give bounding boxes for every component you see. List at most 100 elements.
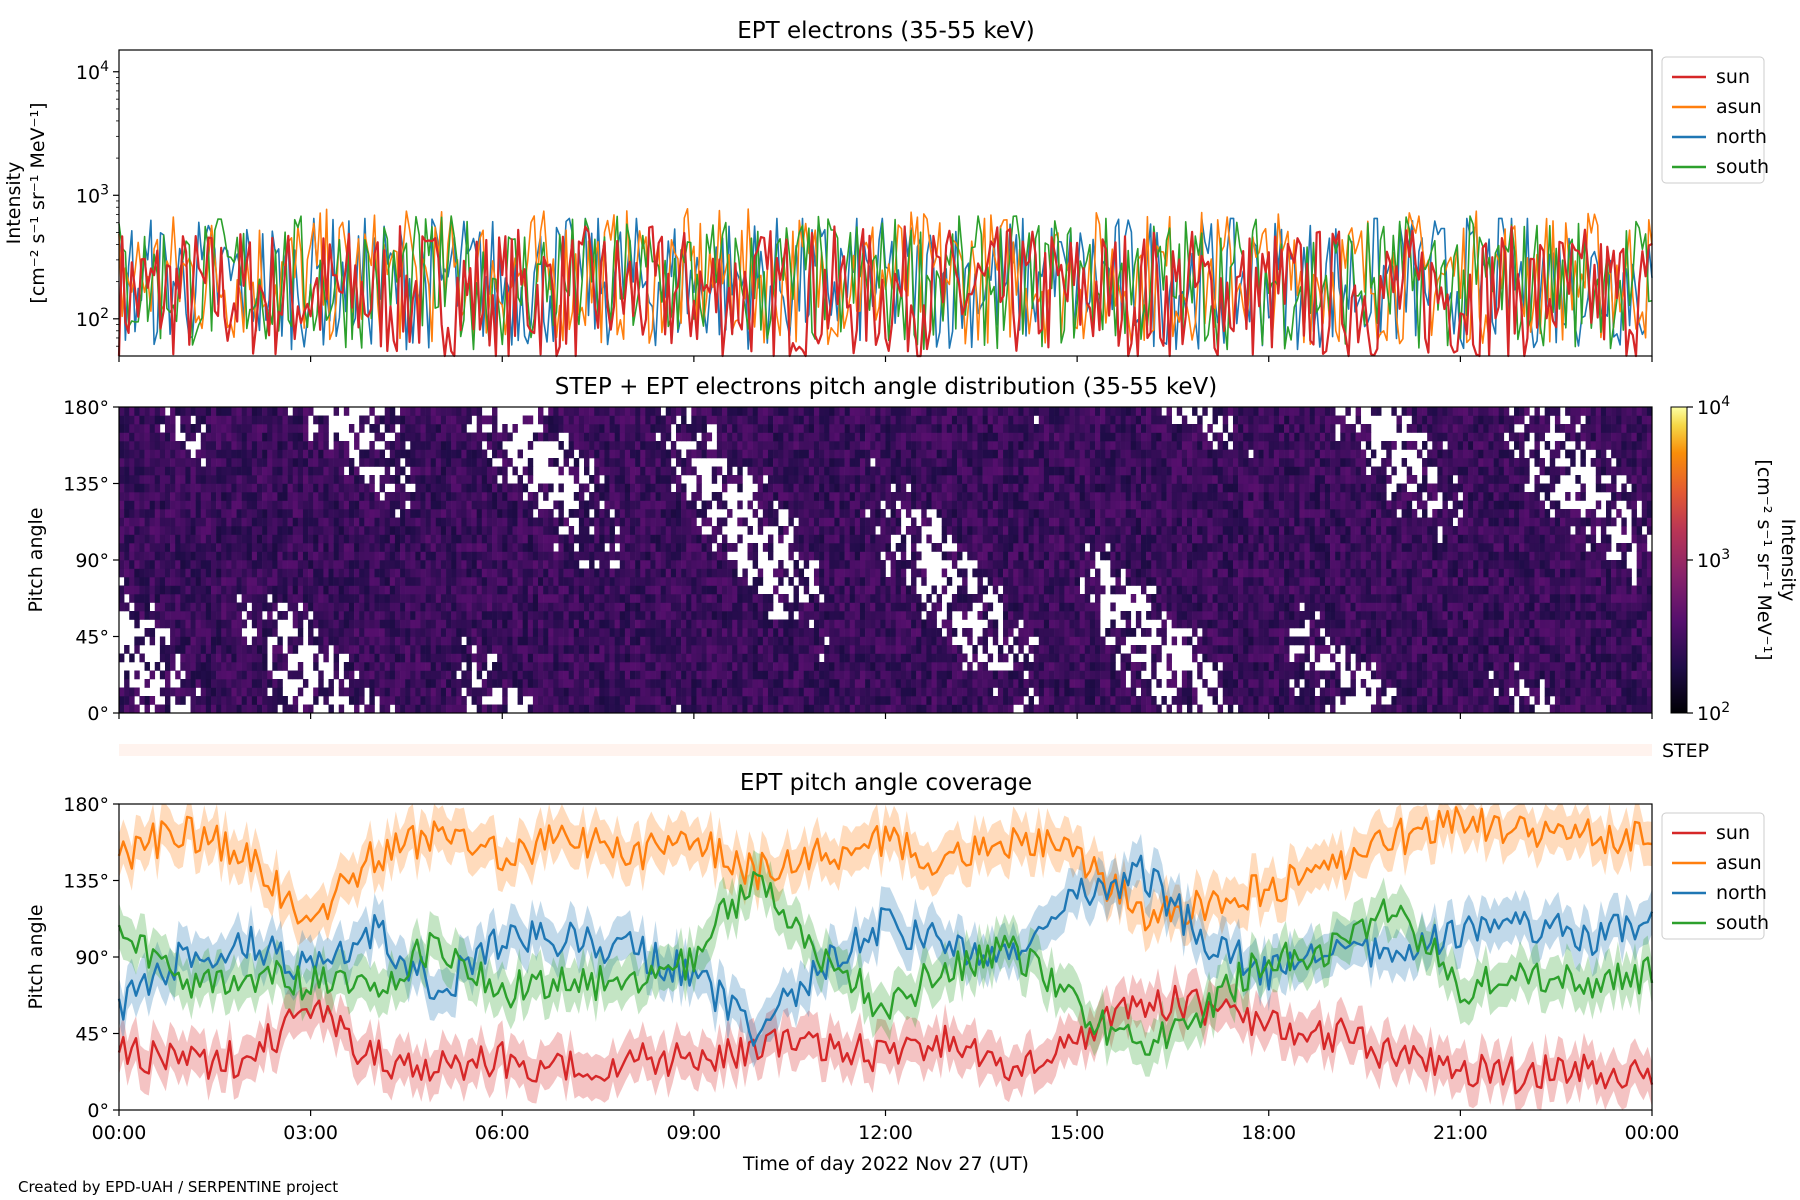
pad-cell-111-3 xyxy=(686,679,692,688)
pad-cell-31-18 xyxy=(277,551,283,561)
pad-cell-13-19 xyxy=(185,543,191,552)
pad-cell-30-26 xyxy=(272,483,278,493)
pad-cell-26-26 xyxy=(251,483,258,493)
pad-cell-35-25 xyxy=(297,492,304,501)
pad-cell-107-23 xyxy=(665,509,672,518)
pad-cell-127-26 xyxy=(767,483,774,493)
pad-cell-20-22 xyxy=(221,517,227,527)
pad-cell-116-4 xyxy=(711,670,718,680)
pad-cell-23-5 xyxy=(236,662,242,671)
pad-cell-40-14 xyxy=(323,585,329,595)
pad-cell-23-33 xyxy=(236,424,242,433)
pad-cell-86-8 xyxy=(558,636,564,646)
pad-cell-13-20 xyxy=(185,534,191,544)
pad-cell-42-27 xyxy=(333,475,340,484)
pad-cell-54-15 xyxy=(394,577,401,586)
pad-cell-33-18 xyxy=(287,551,294,561)
pad-cell-25-17 xyxy=(246,560,253,569)
pad-cell-114-30 xyxy=(701,449,707,459)
pad-cell-133-1 xyxy=(798,696,805,705)
pad-cell-15-8 xyxy=(195,636,202,646)
pad-cell-113-31 xyxy=(696,441,702,450)
pad-cell-113-12 xyxy=(696,602,702,612)
pad-cell-65-12 xyxy=(451,602,457,612)
pad-cell-146-25 xyxy=(865,492,871,501)
pad-cell-14-4 xyxy=(190,670,196,680)
pad-cell-135-23 xyxy=(808,509,815,518)
pad-cell-94-31 xyxy=(599,441,605,450)
pad-cell-40-27 xyxy=(323,475,329,484)
pad-cell-73-33 xyxy=(492,424,498,433)
pad-cell-10-20 xyxy=(170,534,176,544)
pad-cell-57-5 xyxy=(410,662,416,671)
pad-cell-58-13 xyxy=(415,594,421,603)
pad-cell-144-22 xyxy=(854,517,861,527)
pad-cell-3-30 xyxy=(134,449,140,459)
pad-cell-11-24 xyxy=(175,500,181,510)
pad-cell-33-29 xyxy=(287,458,294,467)
pad-cell-52-24 xyxy=(384,500,391,510)
pad-cell-127-10 xyxy=(767,619,774,629)
pad-cell-67-4 xyxy=(461,670,467,680)
pad-cell-134-11 xyxy=(803,611,810,620)
pad-cell-89-25 xyxy=(573,492,580,501)
pad-cell-49-17 xyxy=(369,560,375,569)
pad-cell-134-6 xyxy=(803,653,810,663)
pad-cell-30-1 xyxy=(272,696,278,705)
pad-cell-27-25 xyxy=(256,492,263,501)
pad-cell-117-35 xyxy=(716,407,723,416)
pad-cell-1-27 xyxy=(124,475,130,484)
pad-cell-18-8 xyxy=(210,636,217,646)
pad-cell-137-5 xyxy=(819,662,825,671)
pad-cell-95-17 xyxy=(604,560,610,569)
pad-cell-151-16 xyxy=(890,568,897,578)
pad-cell-126-29 xyxy=(762,458,769,467)
pad-cell-43-8 xyxy=(338,636,345,646)
pad-cell-47-6 xyxy=(359,653,365,663)
pad-cell-144-30 xyxy=(854,449,861,459)
pad-cell-96-27 xyxy=(609,475,615,484)
pad-cell-47-26 xyxy=(359,483,365,493)
pad-cell-86-31 xyxy=(558,441,564,450)
pad-cell-44-4 xyxy=(343,670,350,680)
pad-cell-16-21 xyxy=(200,526,207,535)
pad-cell-128-26 xyxy=(773,483,779,493)
pad-cell-91-2 xyxy=(584,687,590,697)
pad-cell-57-17 xyxy=(410,560,416,569)
pad-cell-153-17 xyxy=(900,560,907,569)
pad-cell-129-31 xyxy=(778,441,784,450)
pad-cell-82-8 xyxy=(538,636,544,646)
pad-cell-108-3 xyxy=(670,679,677,688)
pad-cell-81-18 xyxy=(532,551,539,561)
pad-cell-57-23 xyxy=(410,509,416,518)
pad-cell-7-34 xyxy=(154,415,161,425)
pad-cell-38-19 xyxy=(313,543,319,552)
pad-cell-124-32 xyxy=(752,432,759,442)
pad-cell-62-3 xyxy=(435,679,442,688)
pad-cell-8-25 xyxy=(159,492,166,501)
pad-cell-117-8 xyxy=(716,636,723,646)
pad-cell-11-25 xyxy=(175,492,181,501)
pad-cell-37-0 xyxy=(308,704,314,714)
pad-cell-89-20 xyxy=(573,534,580,544)
pad-cell-102-2 xyxy=(640,687,646,697)
pad-cell-132-1 xyxy=(793,696,799,705)
pad-cell-59-12 xyxy=(420,602,426,612)
pad-cell-53-24 xyxy=(389,500,396,510)
pad-cell-67-34 xyxy=(461,415,467,425)
pad-cell-135-12 xyxy=(808,602,815,612)
pad-cell-82-9 xyxy=(538,628,544,637)
pad-cell-136-22 xyxy=(813,517,820,527)
pad-cell-53-1 xyxy=(389,696,396,705)
pad-cell-8-14 xyxy=(159,585,166,595)
pad-cell-4-23 xyxy=(139,509,145,518)
pad-cell-113-30 xyxy=(696,449,702,459)
pad-cell-25-33 xyxy=(246,424,253,433)
pad-cell-119-30 xyxy=(727,449,733,459)
pad-cell-99-19 xyxy=(624,543,631,552)
pad-cell-46-14 xyxy=(354,585,360,595)
pad-cell-48-14 xyxy=(364,585,370,595)
pad-cell-21-17 xyxy=(226,560,232,569)
pad-cell-1-1 xyxy=(124,696,130,705)
pad-cell-96-8 xyxy=(609,636,615,646)
